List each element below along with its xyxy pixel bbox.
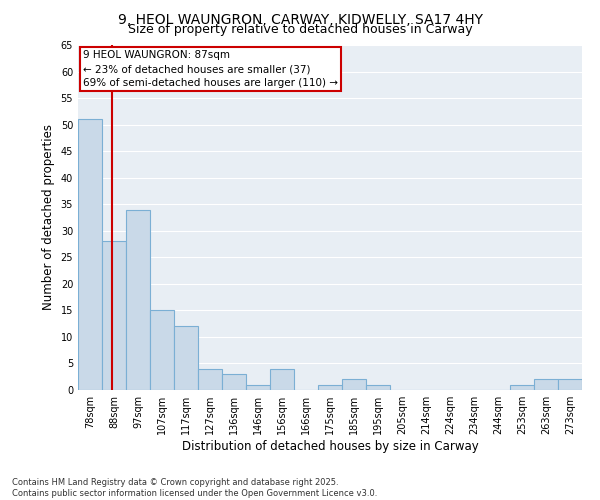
Bar [78,120,102,390]
Bar [318,384,342,390]
Bar [102,242,126,390]
Bar [342,380,366,390]
Text: Size of property relative to detached houses in Carway: Size of property relative to detached ho… [128,22,472,36]
Bar [126,210,150,390]
Bar [198,369,222,390]
Bar [366,384,390,390]
Bar [246,384,270,390]
Text: 9 HEOL WAUNGRON: 87sqm
← 23% of detached houses are smaller (37)
69% of semi-det: 9 HEOL WAUNGRON: 87sqm ← 23% of detached… [83,50,338,88]
Bar [222,374,246,390]
Bar [510,384,534,390]
Bar [270,369,294,390]
Y-axis label: Number of detached properties: Number of detached properties [42,124,55,310]
Text: 9, HEOL WAUNGRON, CARWAY, KIDWELLY, SA17 4HY: 9, HEOL WAUNGRON, CARWAY, KIDWELLY, SA17… [118,12,482,26]
Text: Contains HM Land Registry data © Crown copyright and database right 2025.
Contai: Contains HM Land Registry data © Crown c… [12,478,377,498]
Bar [174,326,198,390]
X-axis label: Distribution of detached houses by size in Carway: Distribution of detached houses by size … [182,440,478,453]
Bar [558,380,582,390]
Bar [150,310,174,390]
Bar [534,380,558,390]
